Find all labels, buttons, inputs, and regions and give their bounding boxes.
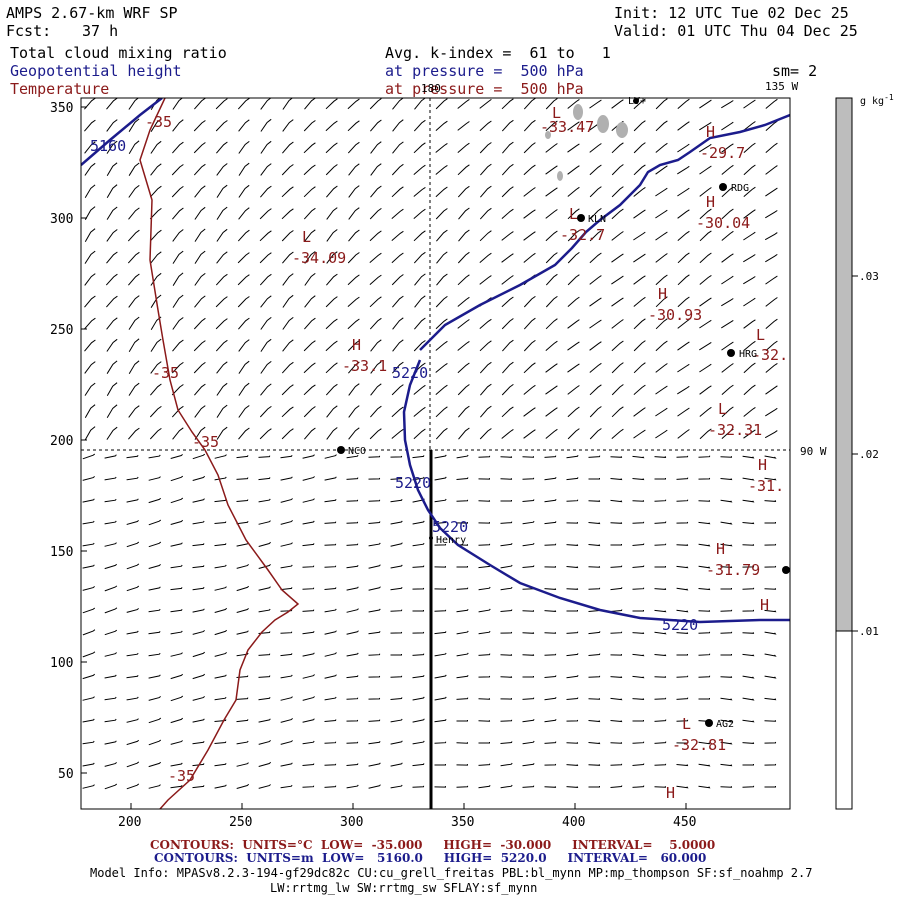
station-label: KLN — [588, 214, 606, 225]
temperature-contours — [139, 98, 300, 809]
colorbar-label: .03 — [859, 270, 879, 283]
colorbar: g kg-1 .03 .02 .01 — [835, 93, 894, 810]
station-dot — [782, 566, 790, 574]
station-dot — [705, 719, 713, 727]
cloud-patches — [545, 104, 628, 181]
y-tick-label: 350 — [50, 101, 73, 116]
extremum-letter: H — [352, 336, 361, 354]
station-label: Henry — [436, 535, 466, 546]
model-info: Model Info: MPASv8.2.3-194-gf29dc82c CU:… — [90, 866, 813, 880]
y-tick-label: 50 — [58, 767, 74, 782]
height-label: 5160 — [90, 137, 126, 155]
fcst-label: Fcst: — [6, 22, 52, 40]
height-contour-info: CONTOURS: UNITS=m LOW= 5160.0 HIGH= 5220… — [154, 851, 707, 865]
x-tick-label: 200 — [118, 815, 141, 830]
smoothing: sm= 2 — [772, 62, 818, 80]
temp-label: -35 — [152, 364, 179, 382]
extremum-value: -31.79 — [706, 561, 760, 579]
wind-barbs — [82, 98, 778, 790]
pressure-level-height: at pressure = 500 hPa — [385, 62, 584, 80]
x-tick-label: 300 — [340, 815, 363, 830]
pressure-level-temp: at pressure = 500 hPa — [385, 80, 584, 98]
fcst-value: 37 h — [82, 22, 119, 40]
extremum-letter: L — [682, 715, 691, 733]
extremum-value: -32.31 — [708, 421, 762, 439]
extremum-letter: H — [666, 784, 675, 802]
y-tick-label: 200 — [50, 434, 73, 449]
lon-label-90w: 90 W — [800, 445, 827, 458]
colorbar-label: .01 — [859, 625, 879, 638]
y-tick-label: 300 — [50, 212, 73, 227]
height-label: 5220 — [395, 474, 431, 492]
x-tick-label: 250 — [229, 815, 252, 830]
colorbar-shaded — [835, 97, 853, 632]
extremum-letter: L — [552, 104, 561, 122]
station-label: HRG — [739, 349, 757, 360]
colorbar-label: .02 — [859, 448, 879, 461]
height-label: 5220 — [662, 616, 698, 634]
y-tick-label: 250 — [50, 323, 73, 338]
field-temperature: Temperature — [10, 80, 110, 98]
x-tick-label: 400 — [562, 815, 585, 830]
colorbar-unit: g kg-1 — [860, 93, 894, 107]
extremum-letter: H — [706, 123, 715, 141]
extremum-value: -34.09 — [292, 249, 346, 267]
model-title: AMPS 2.67-km WRF SP — [6, 4, 178, 22]
extremum-value: -32.7 — [560, 226, 605, 244]
extremum-value: -30.93 — [648, 306, 702, 324]
extremum-letter: H — [658, 285, 667, 303]
extremum-letter: L — [302, 228, 311, 246]
station-dot — [577, 214, 585, 222]
lon-label-135w: 135 W — [765, 80, 798, 93]
extremum-value: -29.7 — [700, 144, 745, 162]
station-label: LV+ — [628, 96, 646, 107]
station-dot — [633, 98, 639, 104]
colorbar-clear — [835, 630, 853, 810]
temp-label: -35 — [168, 767, 195, 785]
wind-barb-field — [82, 98, 778, 790]
extremum-value: -33.1 — [342, 357, 387, 375]
extremum-letter: L — [569, 205, 578, 223]
field-geopotential: Geopotential height — [10, 62, 182, 80]
temp-label: -35 — [145, 113, 172, 131]
x-tick-label: 350 — [451, 815, 474, 830]
extremum-value: -32.81 — [672, 736, 726, 754]
extremum-value: -31. — [748, 477, 784, 495]
station-label: RDG — [731, 183, 749, 194]
extremum-letter: L — [718, 400, 727, 418]
height-label: 5220 — [392, 364, 428, 382]
height-label: 5220 — [432, 518, 468, 536]
axis-ticks — [81, 106, 687, 809]
station-markers — [337, 98, 790, 727]
station-label: AG2 — [716, 719, 734, 730]
y-tick-label: 100 — [50, 656, 73, 671]
valid-time: Valid: 01 UTC Thu 04 Dec 25 — [614, 22, 858, 40]
extremum-value: -32. — [752, 346, 788, 364]
station-label: NCO — [348, 446, 366, 457]
y-tick-label: 150 — [50, 545, 73, 560]
extremum-letter: H — [760, 596, 769, 614]
temp-label: -35 — [192, 433, 219, 451]
extremum-letter: H — [716, 540, 725, 558]
extremum-value: -30.04 — [696, 214, 750, 232]
temp-contour-info: CONTOURS: UNITS=°C LOW= -35.000 HIGH= -3… — [150, 838, 716, 852]
height-contours — [81, 98, 790, 624]
station-dot — [429, 536, 433, 540]
station-dot — [727, 349, 735, 357]
plot-frame — [80, 97, 791, 810]
field-cloud-mixing: Total cloud mixing ratio — [10, 44, 227, 62]
model-info-2: LW:rrtmg_lw SW:rrtmg_sw SFLAY:sf_mynn — [270, 881, 538, 895]
extremum-letter: H — [758, 456, 767, 474]
x-tick-label: 450 — [673, 815, 696, 830]
station-dot — [337, 446, 345, 454]
station-dot — [719, 183, 727, 191]
extremum-value: -33.47 — [540, 118, 594, 136]
avg-k-index: Avg. k-index = 61 to 1 — [385, 44, 611, 62]
init-time: Init: 12 UTC Tue 02 Dec 25 — [614, 4, 849, 22]
extremum-letter: L — [756, 326, 765, 344]
extremum-letter: H — [706, 193, 715, 211]
